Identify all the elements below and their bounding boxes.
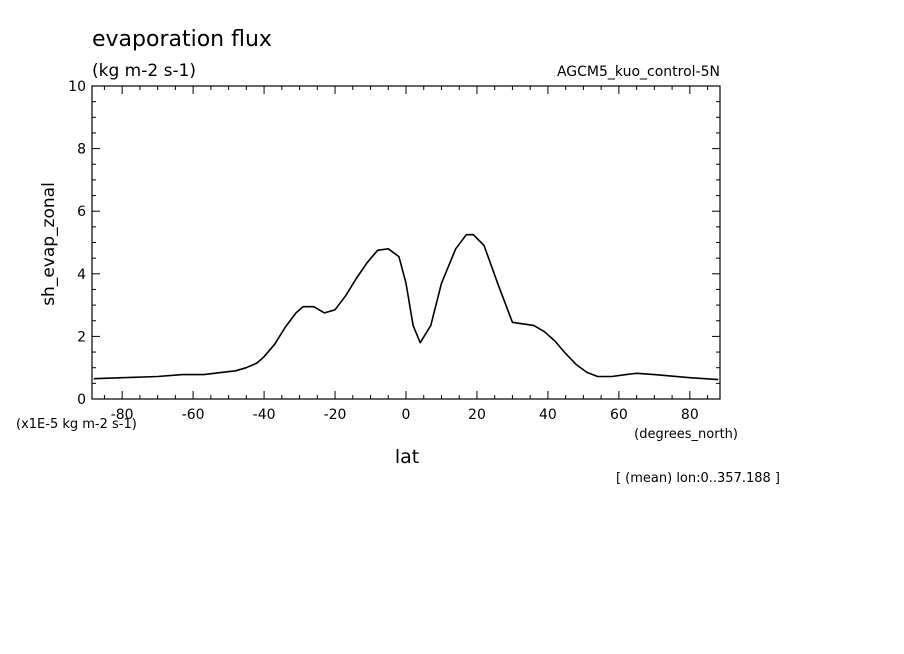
x-tick-label: -20 bbox=[324, 407, 347, 423]
x-axis-title: lat bbox=[395, 446, 419, 468]
x-tick-label: -60 bbox=[182, 407, 205, 423]
footnote: [ (mean) lon:0..357.188 ] bbox=[616, 471, 780, 486]
x-tick-label: 20 bbox=[468, 407, 486, 423]
y-axis-ticks bbox=[92, 85, 720, 400]
y-axis-title: sh_evap_zonal bbox=[39, 182, 59, 306]
x-axis-ticks bbox=[103, 86, 709, 399]
x-tick-label: 60 bbox=[610, 407, 628, 423]
x-units-label: (degrees_north) bbox=[634, 427, 738, 442]
y-tick-label: 6 bbox=[77, 204, 86, 220]
y-units-label: (x1E-5 kg m-2 s-1) bbox=[16, 417, 137, 432]
x-tick-label: -40 bbox=[253, 407, 276, 423]
x-tick-label: 40 bbox=[539, 407, 557, 423]
series-layer bbox=[93, 233, 719, 381]
chart-subtitle: (kg m-2 s-1) bbox=[92, 61, 196, 81]
x-axis-tick-labels: -80 -60 -40 -20 0 20 40 60 80 bbox=[111, 407, 699, 423]
x-tick-label: -80 bbox=[111, 407, 134, 423]
y-tick-label: 2 bbox=[77, 329, 86, 345]
series-line bbox=[93, 233, 719, 381]
plot-frame bbox=[91, 85, 721, 400]
y-axis-tick-labels: 0 2 4 6 8 10 bbox=[68, 79, 86, 408]
x-tick-label: 80 bbox=[681, 407, 699, 423]
x-tick-label: 0 bbox=[402, 407, 411, 423]
y-tick-label: 8 bbox=[77, 142, 86, 158]
y-tick-label: 0 bbox=[77, 392, 86, 408]
dataset-label: AGCM5_kuo_control-5N bbox=[557, 64, 720, 80]
chart-title: evaporation flux bbox=[92, 27, 272, 52]
y-tick-label: 10 bbox=[68, 79, 86, 95]
y-tick-label: 4 bbox=[77, 267, 86, 283]
